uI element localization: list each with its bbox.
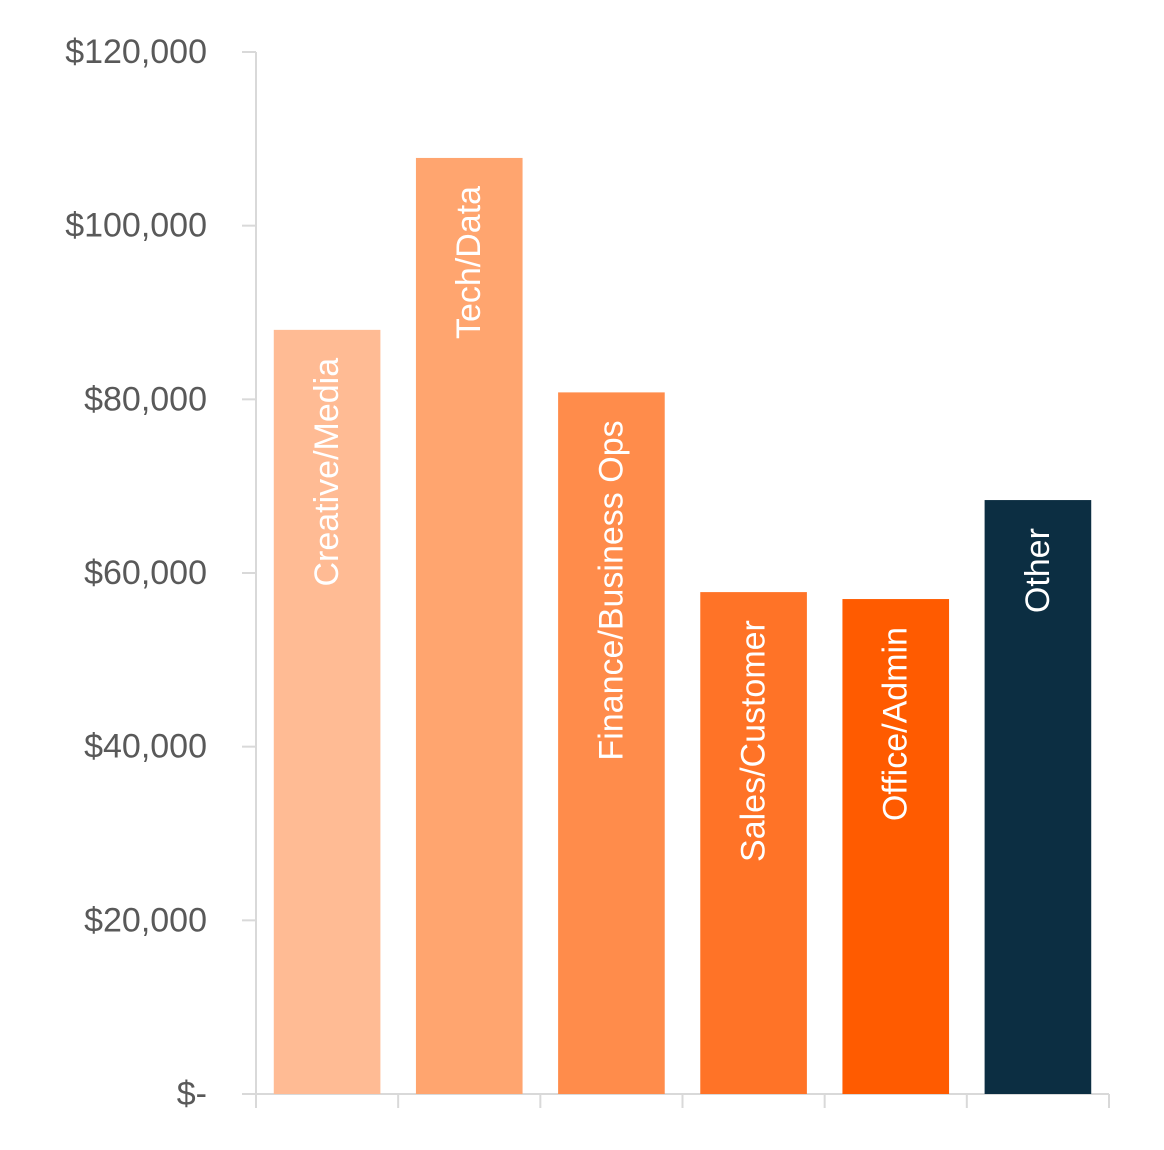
y-tick-label: $80,000 — [84, 380, 207, 418]
bar-label: Tech/Data — [450, 186, 488, 339]
y-tick-label: $120,000 — [65, 33, 207, 71]
bar-office-admin — [842, 599, 950, 1094]
y-tick-label: $60,000 — [84, 554, 207, 592]
bar-label: Creative/Media — [308, 358, 346, 587]
bars-group: Creative/Media Tech/Data Finance/Business … — [273, 157, 1092, 1095]
x-axis — [242, 1093, 1110, 1108]
bar-label: Other — [1019, 528, 1057, 613]
y-tick-label: $- — [177, 1075, 207, 1113]
bar-creative-media — [273, 329, 381, 1094]
y-tick-label: $20,000 — [84, 901, 207, 939]
bar-sales-customer — [700, 592, 807, 1094]
bar-label: Finance/Business Ops — [592, 420, 630, 760]
y-tick-label: $40,000 — [84, 728, 207, 766]
y-axis: $- $20,000 $40,000 $60,000 $80,000 $100,000 $1… — [65, 33, 257, 1113]
bar-other — [984, 500, 1092, 1094]
bar-label: Sales/Customer — [735, 620, 773, 862]
bar-label: Office/Admin — [877, 627, 915, 821]
bar-finance-business-ops — [558, 392, 665, 1094]
y-tick-label: $100,000 — [65, 207, 207, 245]
bar-tech-data — [415, 157, 523, 1095]
